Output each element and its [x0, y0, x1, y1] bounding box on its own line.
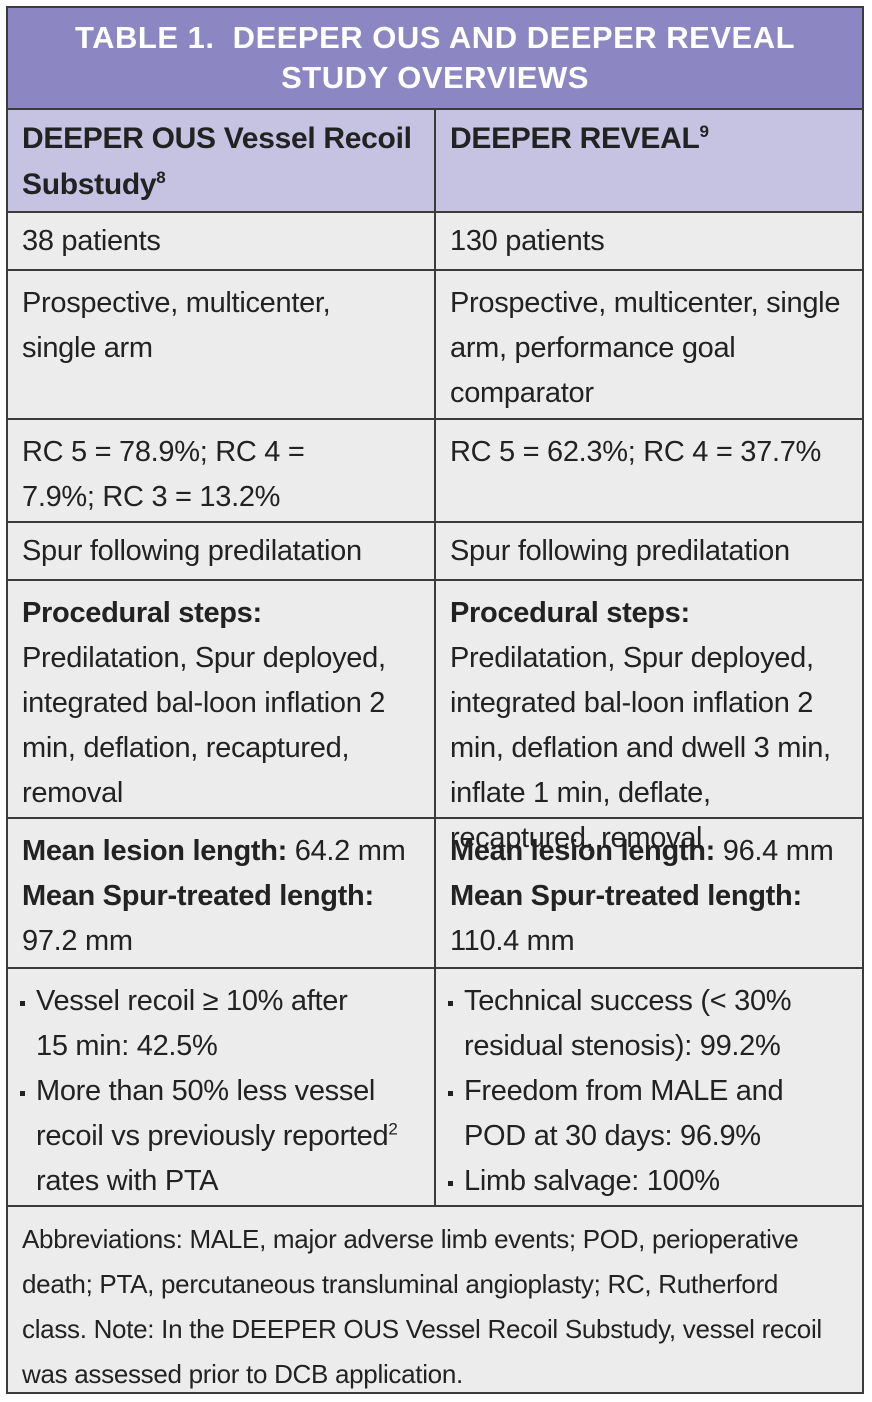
table-cell: Prospective, multicenter, single arm, pe… [450, 287, 841, 409]
table-cell: RC 5 = 78.9%; RC 4 = 7.9%; RC 3 = 13.2% [8, 420, 436, 521]
procedural-steps-label: Procedural steps: [450, 597, 690, 629]
table-row-lengths: Mean lesion length: 64.2 mm Mean Spur-tr… [8, 819, 862, 969]
table-cell: Technical success (< 30% residual stenos… [436, 969, 862, 1205]
table-row-outcomes: Vessel recoil ≥ 10% after 15 min: 42.5% … [8, 969, 862, 1207]
table-cell: Mean lesion length: 96.4 mm Mean Spur-tr… [436, 819, 862, 967]
table-cell: Spur following predilatation [450, 535, 790, 567]
table-cell: Vessel recoil ≥ 10% after 15 min: 42.5% … [8, 969, 436, 1205]
table-row-design: Prospective, multicenter, single arm Pro… [8, 271, 862, 420]
list-item: Limb salvage: 100% [446, 1159, 848, 1204]
column-header-row: DEEPER OUS Vessel Recoil Substudy8 DEEPE… [8, 110, 862, 213]
treated-length-value: 110.4 mm [450, 925, 575, 957]
treated-length-label: Mean Spur-treated length: [22, 880, 374, 912]
table-title: TABLE 1. DEEPER OUS AND DEEPER REVEAL ST… [8, 8, 862, 110]
column-header-label: DEEPER REVEAL [450, 122, 700, 155]
column-header-deeper-reveal: DEEPER REVEAL9 [436, 110, 862, 211]
reference-number: 2 [388, 1119, 398, 1139]
table-cell: Prospective, multicenter, single arm [8, 271, 436, 418]
column-header-label: DEEPER OUS Vessel Recoil Substudy [22, 122, 412, 201]
list-item: More than 50% less vessel recoil vs prev… [18, 1069, 404, 1204]
list-item: Vessel recoil ≥ 10% after 15 min: 42.5% [18, 979, 404, 1069]
treated-length-value: 97.2 mm [22, 925, 133, 957]
table-row-rutherford: RC 5 = 78.9%; RC 4 = 7.9%; RC 3 = 13.2% … [8, 420, 862, 523]
table-cell: Procedural steps: Predilatation, Spur de… [436, 581, 862, 854]
column-header-deeper-ous: DEEPER OUS Vessel Recoil Substudy8 [8, 110, 436, 211]
procedural-steps-text: Predilatation, Spur deployed, integrated… [22, 642, 386, 809]
reference-number: 9 [699, 122, 709, 141]
table-cell: Procedural steps: Predilatation, Spur de… [8, 581, 436, 817]
treated-length-label: Mean Spur-treated length: [450, 880, 802, 912]
table-title-line-2: STUDY OVERVIEWS [281, 60, 589, 95]
table-row-spur: Spur following predilatation Spur follow… [8, 523, 862, 581]
lesion-length-value: 96.4 mm [715, 835, 834, 867]
table-title-line-1: TABLE 1. DEEPER OUS AND DEEPER REVEAL [74, 20, 796, 55]
table-row-patients: 38 patients 130 patients [8, 213, 862, 271]
lesion-length-label: Mean lesion length: [450, 835, 715, 867]
procedural-steps-text: Predilatation, Spur deployed, integrated… [450, 642, 831, 854]
table-cell: 130 patients [450, 225, 605, 257]
table-cell: Spur following predilatation [8, 523, 436, 579]
list-item: Freedom from MALE and POD at 30 days: 96… [446, 1069, 848, 1159]
table-cell: 38 patients [8, 213, 436, 269]
footnote: Abbreviations: MALE, major adverse limb … [22, 1224, 822, 1389]
lesion-length-value: 64.2 mm [287, 835, 406, 867]
outcome-list: Technical success (< 30% residual stenos… [446, 979, 848, 1204]
list-item: Technical success (< 30% residual stenos… [446, 979, 848, 1069]
footnote-row: Abbreviations: MALE, major adverse limb … [8, 1207, 862, 1397]
procedural-steps-label: Procedural steps: [22, 597, 262, 629]
table-row-procedural-steps: Procedural steps: Predilatation, Spur de… [8, 581, 862, 854]
table-cell: RC 5 = 62.3%; RC 4 = 37.7% [450, 436, 822, 468]
reference-number: 8 [156, 168, 166, 187]
table-cell: Mean lesion length: 64.2 mm Mean Spur-tr… [8, 819, 436, 967]
outcome-list: Vessel recoil ≥ 10% after 15 min: 42.5% … [18, 979, 404, 1204]
list-item-text: rates with PTA [36, 1165, 219, 1197]
study-overview-table: TABLE 1. DEEPER OUS AND DEEPER REVEAL ST… [6, 6, 864, 1394]
lesion-length-label: Mean lesion length: [22, 835, 287, 867]
list-item-text: More than 50% less vessel recoil vs prev… [36, 1075, 389, 1152]
